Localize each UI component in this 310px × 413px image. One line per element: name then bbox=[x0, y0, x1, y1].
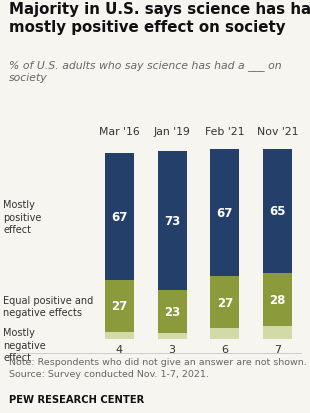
Bar bbox=[157, 334, 187, 339]
Bar bbox=[263, 326, 292, 339]
Text: Mostly
negative
effect: Mostly negative effect bbox=[3, 328, 46, 362]
Bar bbox=[210, 328, 239, 339]
Bar bbox=[263, 273, 292, 326]
Text: 3: 3 bbox=[169, 344, 175, 354]
Text: 28: 28 bbox=[269, 293, 286, 306]
Bar bbox=[157, 152, 187, 290]
Text: 27: 27 bbox=[217, 296, 233, 309]
Text: Majority in U.S. says science has had a
mostly positive effect on society: Majority in U.S. says science has had a … bbox=[9, 2, 310, 35]
Bar bbox=[105, 332, 134, 339]
Text: 7: 7 bbox=[274, 344, 281, 354]
Text: PEW RESEARCH CENTER: PEW RESEARCH CENTER bbox=[9, 394, 144, 404]
Bar bbox=[263, 150, 292, 273]
Text: Mostly
positive
effect: Mostly positive effect bbox=[3, 200, 42, 235]
Text: 73: 73 bbox=[164, 214, 180, 228]
Bar bbox=[157, 290, 187, 334]
Text: 6: 6 bbox=[221, 344, 228, 354]
Text: 4: 4 bbox=[116, 344, 123, 354]
Text: 67: 67 bbox=[217, 207, 233, 220]
Text: 67: 67 bbox=[111, 211, 127, 223]
Bar bbox=[105, 280, 134, 332]
Text: Equal positive and
negative effects: Equal positive and negative effects bbox=[3, 295, 93, 317]
Text: % of U.S. adults who say science has had a ___ on
society: % of U.S. adults who say science has had… bbox=[9, 60, 282, 83]
Bar bbox=[210, 150, 239, 277]
Text: 23: 23 bbox=[164, 305, 180, 318]
Bar bbox=[105, 154, 134, 280]
Bar bbox=[210, 277, 239, 328]
Text: 65: 65 bbox=[269, 205, 286, 218]
Text: Note: Respondents who did not give an answer are not shown.
Source: Survey condu: Note: Respondents who did not give an an… bbox=[9, 357, 307, 377]
Text: 27: 27 bbox=[111, 300, 127, 313]
